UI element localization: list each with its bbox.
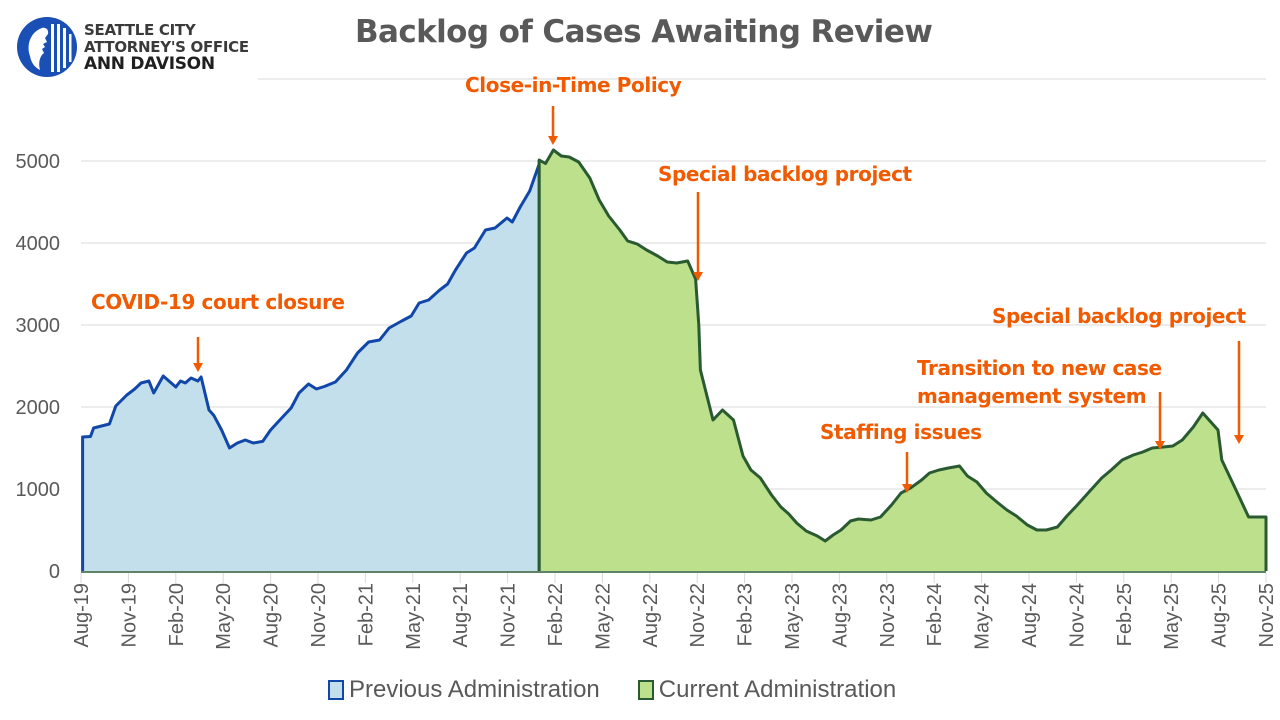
x-tick-label: May-25 bbox=[1161, 583, 1183, 650]
x-tick-label: Nov-25 bbox=[1256, 583, 1278, 647]
legend-item-current: Current Administration bbox=[637, 676, 897, 704]
legend: Previous Administration Current Administ… bbox=[328, 676, 934, 704]
arrow-down-icon bbox=[548, 136, 558, 145]
legend-label-current: Current Administration bbox=[658, 676, 897, 703]
series-line-current bbox=[537, 148, 1268, 571]
series-area-previous bbox=[82, 161, 540, 571]
chart-title: Backlog of Cases Awaiting Review bbox=[355, 14, 933, 50]
y-tick-label: 2000 bbox=[16, 397, 61, 419]
x-tick-label: Feb-24 bbox=[924, 583, 946, 646]
x-tick-label: Feb-25 bbox=[1114, 583, 1136, 646]
y-tick-label: 3000 bbox=[16, 315, 61, 337]
x-tick-label: May-24 bbox=[972, 583, 994, 650]
legend-item-previous: Previous Administration bbox=[328, 676, 600, 704]
annotation-label: COVID-19 court closure bbox=[91, 290, 345, 314]
annotation-label: Special backlog project bbox=[992, 304, 1246, 328]
arrow-down-icon bbox=[693, 272, 703, 281]
x-tick-label: Aug-22 bbox=[640, 583, 662, 648]
x-tick-label: Nov-21 bbox=[498, 583, 520, 647]
legend-swatch-current bbox=[637, 680, 654, 700]
annotation-label: Close-in-Time Policy bbox=[465, 73, 682, 97]
y-tick-label: 4000 bbox=[16, 233, 61, 255]
x-tick-label: Aug-20 bbox=[261, 583, 283, 648]
legend-label-previous: Previous Administration bbox=[349, 676, 600, 703]
x-tick-label: Nov-23 bbox=[877, 583, 899, 647]
y-tick-label: 1000 bbox=[16, 479, 61, 501]
x-tick-label: May-21 bbox=[403, 583, 425, 650]
y-tick-label: 5000 bbox=[16, 151, 61, 173]
x-tick-label: Nov-24 bbox=[1066, 583, 1088, 647]
logo-line-2: ATTORNEY'S OFFICE bbox=[84, 37, 249, 56]
series-layer bbox=[81, 148, 1268, 571]
logo: SEATTLE CITY ATTORNEY'S OFFICE ANN DAVIS… bbox=[16, 16, 249, 78]
arrow-down-icon bbox=[1234, 435, 1244, 444]
annotation-label: Special backlog project bbox=[658, 162, 912, 186]
annotation-label: Staffing issues bbox=[820, 420, 982, 444]
x-tick-label: Aug-19 bbox=[71, 583, 93, 648]
x-tick-label: Aug-21 bbox=[450, 583, 472, 648]
x-tick-label: Feb-23 bbox=[735, 583, 757, 646]
series-line-previous bbox=[81, 159, 541, 571]
logo-line-3: ANN DAVISON bbox=[84, 53, 215, 74]
arrow-down-icon bbox=[1155, 441, 1165, 450]
series-area-current bbox=[539, 150, 1266, 571]
x-tick-label: Aug-23 bbox=[829, 583, 851, 648]
x-tick-label: Nov-19 bbox=[118, 583, 140, 647]
x-tick-label: Nov-20 bbox=[308, 583, 330, 647]
seattle-seal-icon bbox=[17, 17, 77, 77]
x-axis: Aug-19 Nov-19 Feb-20 May-20 Aug-20 Nov-20 Feb-… bbox=[71, 571, 1278, 650]
arrow-down-icon bbox=[902, 484, 912, 493]
logo-line-1: SEATTLE CITY bbox=[84, 20, 196, 39]
y-axis: 0 1000 2000 3000 4000 5000 bbox=[16, 151, 61, 583]
x-tick-label: Feb-20 bbox=[166, 583, 188, 646]
x-tick-label: May-23 bbox=[782, 583, 804, 650]
x-tick-label: Aug-25 bbox=[1209, 583, 1231, 648]
y-tick-label: 0 bbox=[49, 561, 60, 583]
x-tick-label: Nov-22 bbox=[687, 583, 709, 647]
x-tick-label: Aug-24 bbox=[1019, 583, 1041, 648]
x-tick-label: Feb-21 bbox=[355, 583, 377, 646]
x-tick-label: May-20 bbox=[213, 583, 235, 650]
x-tick-label: Feb-22 bbox=[545, 583, 567, 646]
legend-swatch-previous bbox=[328, 680, 344, 700]
arrow-down-icon bbox=[193, 363, 203, 372]
x-tick-label: May-22 bbox=[592, 583, 614, 650]
annotation-label: Transition to new case management system bbox=[917, 356, 1162, 408]
annotation-arrows bbox=[193, 106, 1244, 493]
